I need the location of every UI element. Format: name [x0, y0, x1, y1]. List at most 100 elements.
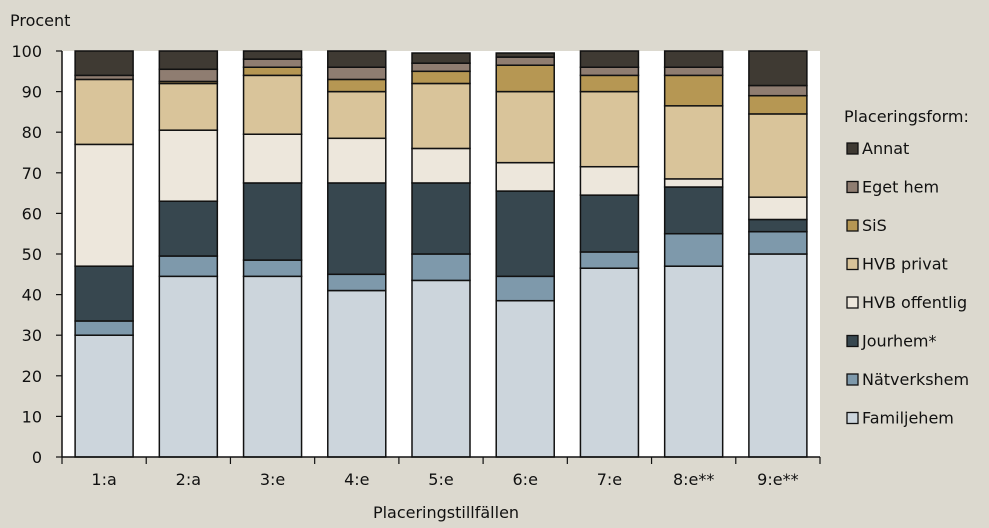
bar-segment: [411, 147, 471, 184]
bar-segment: [748, 230, 808, 255]
bar-segment: [663, 66, 724, 77]
y-tick-label: 100: [11, 42, 42, 61]
x-axis-label: Placeringstillfällen: [373, 503, 519, 522]
bar-segment: [495, 90, 555, 164]
legend-swatch: [846, 373, 859, 386]
bar-segment: [495, 299, 555, 458]
legend-swatch: [846, 411, 859, 425]
bar-segment: [158, 82, 219, 131]
x-tick-label: 7:e: [597, 470, 622, 489]
bar-segment: [411, 279, 471, 458]
bar-segment: [242, 275, 303, 458]
legend-swatch: [846, 142, 859, 155]
bar-segment: [158, 68, 219, 83]
legend-label: HVB privat: [862, 255, 948, 274]
bar-segment: [495, 161, 555, 192]
y-tick-label: 40: [22, 286, 42, 305]
bar-segment: [663, 265, 724, 458]
bar-segment: [158, 275, 219, 458]
y-tick-label: 70: [22, 164, 42, 183]
y-tick-label: 0: [32, 448, 42, 467]
bar-segment: [579, 74, 640, 93]
bar-segment: [242, 182, 303, 261]
bar-segment: [579, 267, 640, 458]
bar-segment: [242, 50, 303, 60]
bar-segment: [74, 320, 134, 336]
y-tick-label: 10: [22, 407, 42, 426]
bar-segment: [327, 137, 387, 184]
x-tick-label: 3:e: [260, 470, 285, 489]
y-tick-label: 90: [22, 83, 42, 102]
bar-segment: [327, 78, 387, 93]
bar-segment: [242, 66, 303, 77]
bar-segment: [748, 94, 808, 115]
x-tick-label: 2:a: [176, 470, 201, 489]
x-tick-label: 4:e: [344, 470, 369, 489]
bar-segment: [748, 84, 808, 97]
bar-segment: [242, 58, 303, 68]
bar-segment: [579, 90, 640, 168]
bar-segment: [495, 64, 555, 93]
bar-segment: [411, 82, 471, 150]
bar-segment: [74, 265, 134, 322]
bar-segment: [663, 186, 724, 235]
y-tick-label: 20: [22, 367, 42, 386]
bar-segment: [327, 273, 387, 292]
bar-segment: [158, 255, 219, 278]
bar-segment: [74, 334, 134, 458]
legend-swatch: [846, 257, 859, 271]
bar-segment: [495, 190, 555, 278]
bar-segment: [748, 253, 808, 458]
bar-segment: [158, 50, 219, 71]
y-tick-label: 60: [22, 204, 42, 223]
bar-segment: [748, 196, 808, 221]
bar-segment: [74, 50, 134, 77]
bar-segment: [663, 178, 724, 188]
bar-segment: [579, 251, 640, 269]
bar-segment: [411, 253, 471, 282]
bar-segment: [579, 165, 640, 196]
legend-title: Placeringsform:: [844, 107, 969, 126]
bar-segment: [327, 66, 387, 81]
x-tick-label: 5:e: [428, 470, 453, 489]
bar-segment: [242, 259, 303, 278]
x-tick-label: 8:e**: [673, 470, 714, 489]
bar-segment: [579, 194, 640, 253]
bar-segment: [579, 50, 640, 68]
bar-segment: [663, 50, 724, 68]
y-tick-label: 50: [22, 245, 42, 264]
y-tick-label: 30: [22, 326, 42, 345]
bar-segment: [748, 218, 808, 233]
bar-segment: [495, 52, 555, 58]
bar-segment: [327, 289, 387, 458]
bar-segment: [327, 182, 387, 276]
y-axis-label: Procent: [10, 11, 70, 30]
legend-label: Nätverkshem: [862, 370, 969, 389]
bar-segment: [74, 143, 134, 267]
legend-swatch: [846, 334, 859, 348]
bar-segment: [74, 78, 134, 146]
bar-segment: [158, 200, 219, 257]
legend-label: Familjehem: [862, 409, 954, 428]
legend-label: Eget hem: [862, 178, 939, 197]
x-tick-label: 6:e: [513, 470, 538, 489]
legend-label: SiS: [862, 216, 887, 235]
bar-segment: [411, 52, 471, 64]
bar-segment: [411, 182, 471, 255]
bar-segment: [748, 113, 808, 198]
legend-swatch: [846, 219, 859, 232]
bar-segment: [579, 66, 640, 77]
bar-segment: [495, 275, 555, 302]
y-tick-label: 80: [22, 123, 42, 142]
bar-segment: [748, 50, 808, 87]
bar-segment: [242, 133, 303, 184]
bar-segment: [411, 62, 471, 73]
legend-label: Jourhem*: [861, 332, 937, 351]
x-tick-label: 1:a: [91, 470, 116, 489]
legend-label: Annat: [862, 139, 909, 158]
bar-segment: [327, 90, 387, 140]
bar-segment: [327, 50, 387, 68]
axes-layer: 0 10 20 30 40 50 60 70 80 90 100 1:a 2:a 3:e 4:e 5:e 6:e…: [11, 42, 821, 489]
legend-swatch: [846, 296, 859, 309]
